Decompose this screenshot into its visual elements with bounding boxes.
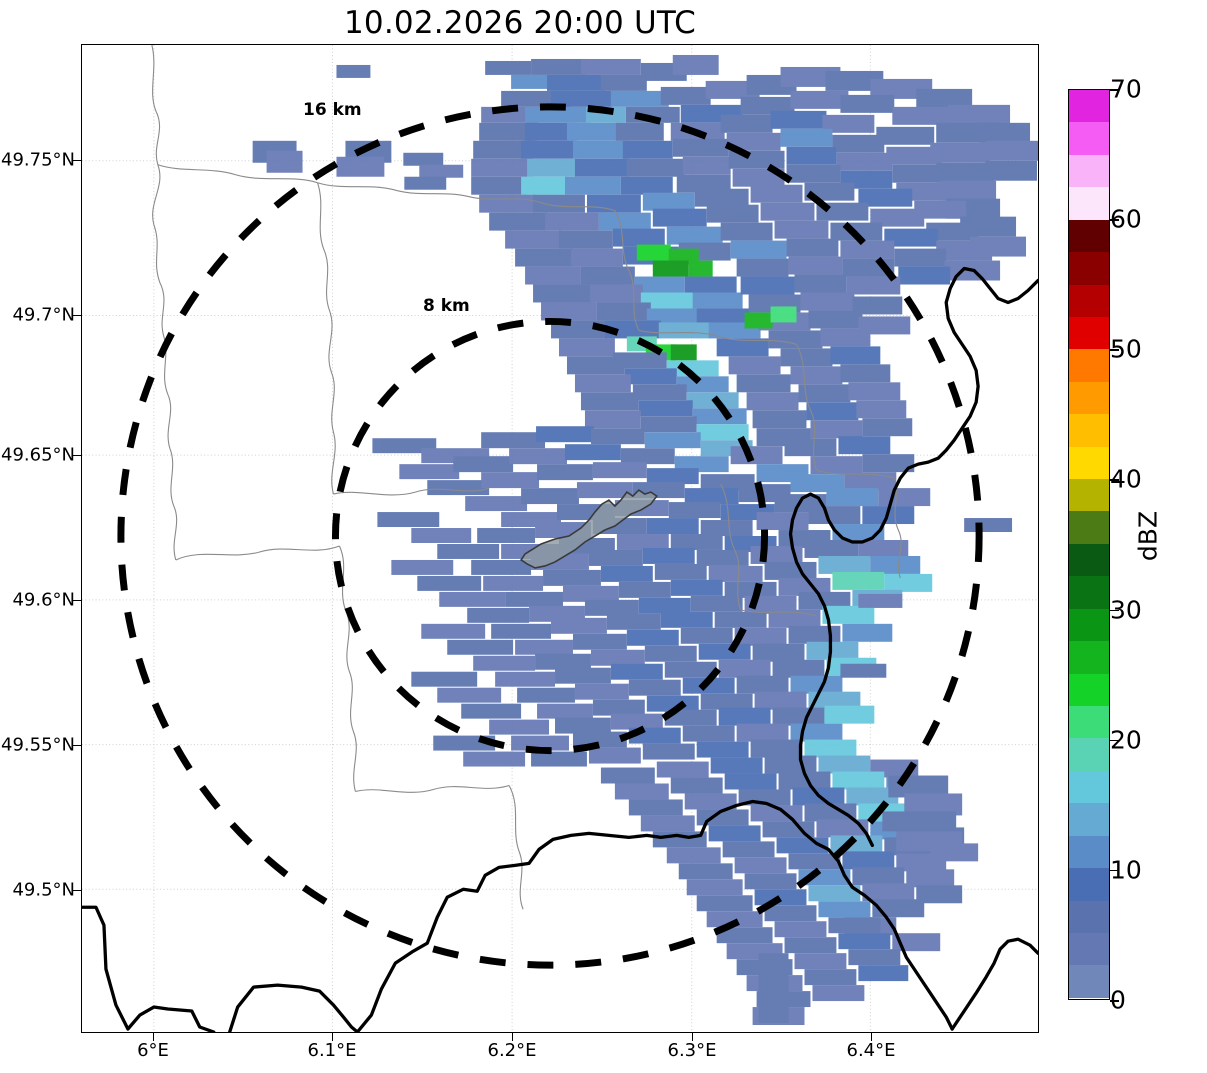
colorbar-band-67.5-70 (1069, 90, 1109, 123)
colorbar-band-62.5-65 (1069, 154, 1109, 188)
range-ring-8km-label: 8 km (423, 296, 470, 316)
x-tickmark-1 (332, 1033, 334, 1041)
y-tickmark-5 (73, 890, 81, 892)
colorbar-band-40-42.5 (1069, 446, 1109, 480)
colorbar-tickmark-0 (1110, 1000, 1119, 1002)
colorbar-band-25-27.5 (1069, 641, 1109, 674)
colorbar-tickmark-60 (1110, 219, 1119, 221)
colorbar-tickmark-50 (1110, 349, 1119, 351)
map-plot-area[interactable] (81, 44, 1039, 1033)
colorbar-tickmark-30 (1110, 609, 1119, 612)
colorbar-tickmark-40 (1110, 479, 1119, 482)
x-tickmark-2 (512, 1033, 514, 1041)
colorbar-band-37.5-40 (1069, 479, 1109, 512)
colorbar-band-12.5-15 (1069, 803, 1109, 836)
admin-boundaries (151, 45, 902, 910)
radar-reflectivity-layer (252, 54, 1038, 1026)
colorbar-band-47.5-50 (1069, 349, 1109, 382)
y-tickmark-1 (73, 315, 81, 317)
colorbar-tickmark-20 (1110, 739, 1119, 742)
x-tickmark-0 (153, 1033, 155, 1041)
y-tick-4: 49.55°N (1, 734, 75, 756)
lake-polygon (519, 489, 658, 569)
y-axis-labels: 49.75°N 49.7°N 49.65°N 49.6°N 49.55°N 49… (0, 0, 75, 1073)
colorbar-band-22.5-25 (1069, 673, 1109, 707)
map-canvas (82, 45, 1038, 1032)
y-tickmark-2 (73, 455, 81, 457)
colorbar-band-55-57.5 (1069, 252, 1109, 285)
colorbar-axis-label: dBZ (1133, 510, 1163, 562)
range-ring-16km-label: 16 km (303, 100, 362, 120)
y-tick-3: 49.6°N (12, 589, 75, 611)
x-tickmark-4 (871, 1033, 873, 1041)
colorbar-band-42.5-45 (1069, 414, 1109, 447)
y-tick-1: 49.7°N (12, 304, 75, 326)
x-tick-1: 6.1°E (307, 1040, 357, 1061)
colorbar-band-0-2.5 (1069, 965, 1109, 998)
colorbar-band-15-17.5 (1069, 770, 1109, 804)
y-tickmark-0 (73, 160, 81, 162)
colorbar-tickmark-10 (1110, 869, 1119, 872)
colorbar-band-50-52.5 (1069, 316, 1109, 350)
colorbar-band-32.5-35 (1069, 543, 1109, 577)
colorbar-band-60-62.5 (1069, 187, 1109, 220)
colorbar-band-45-47.5 (1069, 381, 1109, 415)
colorbar-band-10-12.5 (1069, 835, 1109, 869)
colorbar-band-20-22.5 (1069, 706, 1109, 739)
colorbar-band-5-7.5 (1069, 900, 1109, 933)
y-tick-2: 49.65°N (1, 444, 75, 466)
colorbar[interactable] (1068, 89, 1110, 1000)
x-tickmark-3 (692, 1033, 694, 1041)
colorbar-tickmark-70 (1110, 89, 1119, 91)
x-tick-2: 6.2°E (487, 1040, 537, 1061)
x-tick-4: 6.4°E (846, 1040, 896, 1061)
y-tickmark-4 (73, 745, 81, 747)
y-tick-5: 49.5°N (12, 879, 75, 901)
range-ring-8km (331, 317, 769, 755)
colorbar-band-7.5-10 (1069, 868, 1109, 901)
range-ring-16km (117, 103, 983, 969)
colorbar-band-65-67.5 (1069, 122, 1109, 155)
y-tickmark-3 (73, 600, 81, 602)
y-tick-0: 49.75°N (1, 149, 75, 171)
colorbar-band-17.5-20 (1069, 738, 1109, 771)
colorbar-band-35-37.5 (1069, 511, 1109, 544)
colorbar-band-57.5-60 (1069, 219, 1109, 253)
x-tick-0: 6°E (137, 1040, 169, 1061)
colorbar-band-27.5-30 (1069, 608, 1109, 642)
colorbar-band-2.5-5 (1069, 932, 1109, 966)
colorbar-band-52.5-55 (1069, 284, 1109, 317)
x-tick-3: 6.3°E (667, 1040, 717, 1061)
national-border (82, 266, 1038, 1032)
figure-title: 10.02.2026 20:00 UTC (344, 5, 696, 41)
colorbar-band-30-32.5 (1069, 576, 1109, 609)
